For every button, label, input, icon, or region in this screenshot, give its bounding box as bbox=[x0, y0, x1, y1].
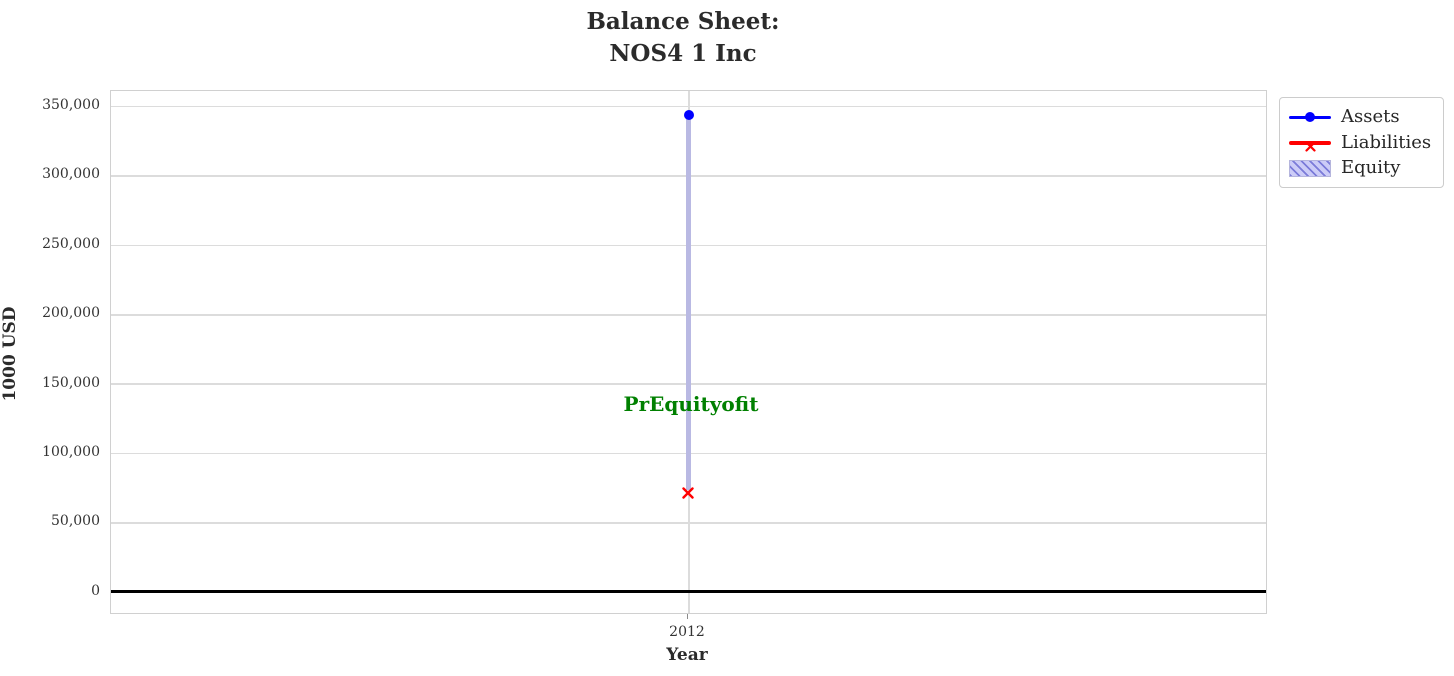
y-tick-label: 50,000 bbox=[51, 513, 100, 529]
x-tick-mark-2012 bbox=[686, 614, 688, 619]
legend-item-liabilities: Liabilities bbox=[1289, 131, 1434, 155]
chart-title: Balance Sheet: NOS4 1 Inc bbox=[0, 6, 1366, 70]
y-axis-label: 1000 USD bbox=[0, 306, 20, 402]
assets-line-marker-icon bbox=[1289, 109, 1331, 125]
y-tick-label: 250,000 bbox=[42, 236, 100, 252]
legend-label-assets: Assets bbox=[1341, 106, 1400, 127]
y-tick-label: 300,000 bbox=[42, 166, 100, 182]
equity-fill-band bbox=[686, 115, 691, 490]
plot-area: PrEquityofit bbox=[110, 90, 1267, 614]
chart-title-line1: Balance Sheet: bbox=[586, 8, 780, 35]
zero-line bbox=[111, 590, 1266, 593]
chart-annotation: PrEquityofit bbox=[623, 392, 759, 416]
legend-label-equity: Equity bbox=[1341, 157, 1401, 178]
legend-item-assets: Assets bbox=[1289, 105, 1434, 129]
y-tick-label: 0 bbox=[91, 583, 100, 599]
y-tick-label: 350,000 bbox=[42, 97, 100, 113]
equity-hatched-patch-icon bbox=[1289, 160, 1331, 177]
legend-item-equity: Equity bbox=[1289, 156, 1434, 180]
y-tick-label: 100,000 bbox=[42, 444, 100, 460]
legend-label-liabilities: Liabilities bbox=[1341, 131, 1432, 153]
liabilities-data-point bbox=[682, 484, 694, 503]
y-tick-label: 200,000 bbox=[42, 305, 100, 321]
y-tick-label: 150,000 bbox=[42, 375, 100, 391]
assets-data-point bbox=[684, 110, 694, 120]
liabilities-line-marker-icon bbox=[1289, 135, 1331, 152]
chart-title-line2: NOS4 1 Inc bbox=[609, 40, 757, 67]
x-tick-label: 2012 bbox=[669, 624, 705, 640]
x-axis-label: Year bbox=[666, 645, 708, 665]
chart-legend: Assets Liabilities Equity bbox=[1279, 97, 1444, 188]
